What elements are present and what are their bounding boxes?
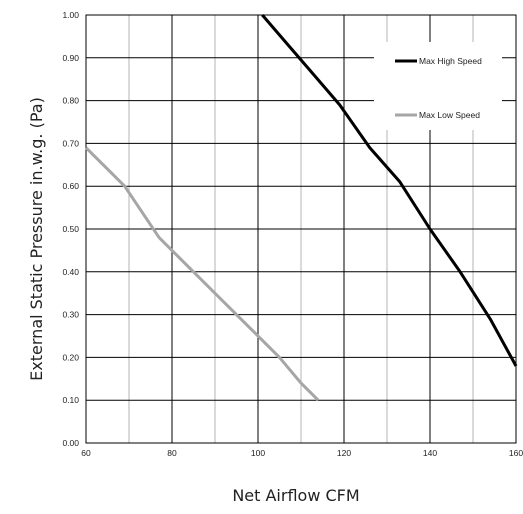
y-tick-label: 0.20 (62, 352, 79, 362)
y-tick-label: 0.00 (62, 438, 79, 448)
x-tick-labels: 60 80 100 120 140 160 (81, 448, 523, 458)
y-tick-label: 0.30 (62, 310, 79, 320)
y-tick-label: 0.80 (62, 96, 79, 106)
x-tick-label: 160 (509, 448, 523, 458)
series-line-max-high-speed (261, 14, 518, 367)
x-tick-label: 140 (423, 448, 437, 458)
y-tick-label: 1.00 (62, 10, 79, 20)
x-tick-label: 120 (337, 448, 351, 458)
y-tick-label: 0.10 (62, 395, 79, 405)
x-tick-label: 60 (81, 448, 91, 458)
y-tick-labels: 0.00 0.10 0.20 0.30 0.40 0.50 0.60 0.70 0.80 0.90… (62, 10, 79, 448)
y-tick-label: 0.50 (62, 224, 79, 234)
y-tick-label: 0.90 (62, 53, 79, 63)
y-tick-label: 0.40 (62, 267, 79, 277)
legend: Max High Speed Max Low Speed (374, 42, 502, 130)
x-tick-label: 80 (167, 448, 177, 458)
plot-frame (85, 14, 517, 444)
x-axis-title: Net Airflow CFM (232, 486, 359, 505)
x-tick-label: 100 (251, 448, 265, 458)
series-layer (84, 14, 518, 402)
y-axis-title: External Static Pressure in.w.g. (Pa) (27, 97, 46, 381)
legend-label: Max High Speed (419, 56, 482, 66)
legend-label: Max Low Speed (419, 110, 480, 120)
series-line-max-low-speed (84, 146, 320, 402)
y-tick-label: 0.70 (62, 138, 79, 148)
y-tick-label: 0.60 (62, 181, 79, 191)
